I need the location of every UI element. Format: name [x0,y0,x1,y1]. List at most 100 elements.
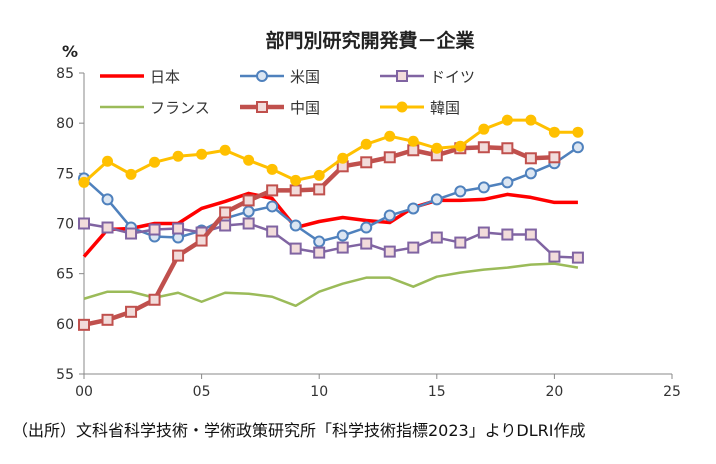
data-point [431,142,443,154]
y-tick-label: 70 [56,217,74,233]
legend-item: 米国 [240,68,320,86]
data-point [266,225,279,238]
y-tick-label: 60 [56,317,74,333]
data-point [548,151,561,164]
data-point [454,236,467,249]
data-point [219,144,231,156]
series-line [83,146,579,243]
data-point [313,246,326,259]
data-point [148,293,161,306]
data-point [571,141,584,154]
data-point [407,202,420,215]
series-line [82,118,578,184]
data-point [524,228,537,241]
data-point [266,200,279,213]
legend-item: 日本 [100,68,180,86]
chart-title: 部門別研究開発費－企業 [265,29,475,52]
data-point [501,142,514,155]
data-point [289,184,302,197]
y-tick-label: 80 [56,116,74,132]
data-point [266,184,279,197]
data-point [196,148,208,160]
y-tick-label: 65 [56,267,74,283]
data-point [101,193,114,206]
data-point [290,174,302,186]
series-3 [83,262,579,308]
y-unit-label: % [62,42,78,61]
data-point [524,167,537,180]
data-point [195,234,208,247]
data-point [383,245,396,258]
data-point [360,237,373,250]
data-point [172,222,185,235]
data-point [548,126,560,138]
data-point [242,205,255,218]
legend-item: 韓国 [380,99,460,117]
data-point [501,176,514,189]
x-tick-label: 05 [193,384,211,400]
y-tick-label: 75 [56,166,74,182]
data-point [219,219,232,232]
x-tick-label: 15 [428,384,446,400]
legend-label: 米国 [290,68,320,86]
series-line [83,262,579,308]
data-point [78,176,90,188]
data-point [477,181,490,194]
data-point [407,135,419,147]
legend-label: 中国 [290,99,320,117]
data-point [266,163,278,175]
data-point [383,151,396,164]
data-point [101,313,114,326]
data-point [78,318,90,331]
data-point [256,70,268,82]
series-line [82,191,578,258]
series-2 [78,217,584,264]
data-point [148,223,161,236]
data-point [478,123,490,135]
data-point [360,221,373,234]
data-point [336,229,349,242]
data-point [501,114,513,126]
data-point [572,126,584,138]
data-point [78,217,90,230]
data-point [407,241,420,254]
legend-item: ドイツ [380,68,475,86]
data-point [125,305,138,318]
series-0 [82,191,578,258]
data-point [172,150,184,162]
data-point [571,251,584,264]
data-point [477,226,490,239]
data-point [396,101,408,113]
x-tick-label: 20 [545,384,563,400]
legend-label: 日本 [150,68,180,86]
data-point [384,130,396,142]
data-point [102,155,114,167]
data-point [477,141,490,154]
data-point [337,152,349,164]
data-point [313,183,326,196]
data-point [242,217,255,230]
data-point [548,250,561,263]
data-point [243,154,255,166]
y-tick-label: 85 [56,66,74,82]
series-line [83,222,578,259]
data-point [101,221,114,234]
legend-label: 韓国 [430,99,460,117]
x-tick-label: 10 [310,384,328,400]
x-tick-label: 25 [663,384,681,400]
data-point [336,241,349,254]
data-point [125,227,138,240]
data-point [430,231,443,244]
data-point [172,249,185,262]
data-point [524,152,537,165]
data-point [501,228,514,241]
data-point [125,168,137,180]
legend-label: フランス [150,99,210,117]
data-point [289,219,302,232]
data-point [313,235,326,248]
data-point [289,242,302,255]
data-point [242,194,255,207]
series-4 [78,141,561,331]
data-point [454,140,466,152]
